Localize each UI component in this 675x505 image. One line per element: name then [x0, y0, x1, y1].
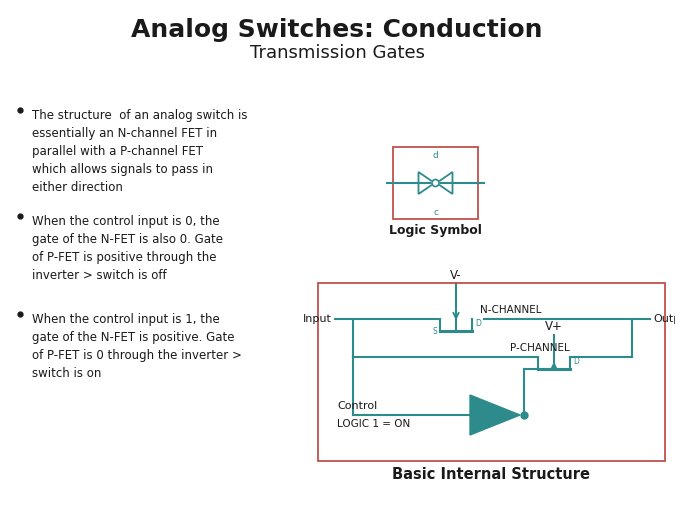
Text: Transmission Gates: Transmission Gates — [250, 44, 425, 62]
Text: When the control input is 0, the
gate of the N-FET is also 0. Gate
of P-FET is p: When the control input is 0, the gate of… — [32, 215, 223, 281]
Text: When the control input is 1, the
gate of the N-FET is positive. Gate
of P-FET is: When the control input is 1, the gate of… — [32, 313, 242, 379]
Text: Control: Control — [337, 400, 377, 410]
Bar — [318, 283, 665, 461]
Text: D: D — [475, 319, 481, 328]
Text: Input: Input — [303, 314, 332, 323]
Text: Basic Internal Structure: Basic Internal Structure — [392, 466, 591, 481]
Circle shape — [432, 180, 439, 187]
Text: N-CHANNEL: N-CHANNEL — [480, 305, 541, 315]
Text: V-: V- — [450, 269, 462, 281]
Bar — [393, 147, 478, 220]
Text: Analog Switches: Conduction: Analog Switches: Conduction — [131, 18, 543, 42]
Text: V+: V+ — [545, 319, 563, 332]
Text: S: S — [432, 327, 437, 336]
Text: Logic Symbol: Logic Symbol — [389, 224, 482, 236]
Text: LOGIC 1 = ON: LOGIC 1 = ON — [337, 418, 410, 428]
Text: D: D — [573, 357, 579, 366]
Text: P-CHANNEL: P-CHANNEL — [510, 342, 570, 352]
Text: c: c — [433, 208, 438, 217]
Text: The structure  of an analog switch is
essentially an N-channel FET in
parallel w: The structure of an analog switch is ess… — [32, 109, 248, 193]
Text: Output: Output — [653, 314, 675, 323]
Text: d: d — [433, 150, 438, 160]
Polygon shape — [470, 395, 520, 435]
